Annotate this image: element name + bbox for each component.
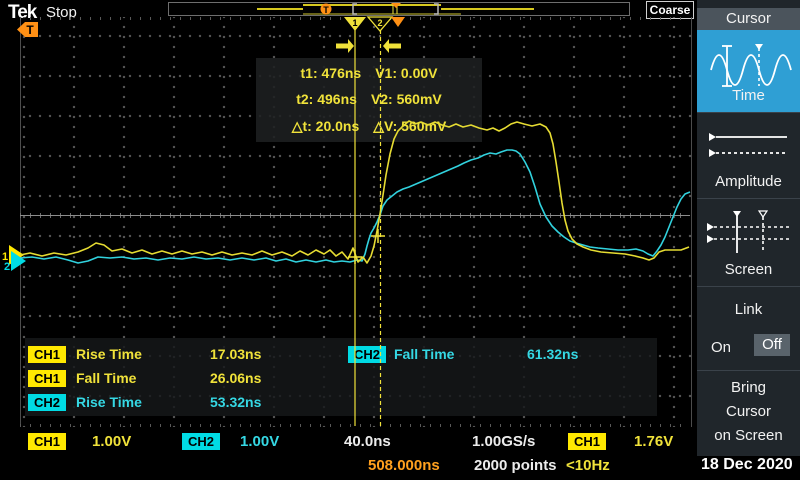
acquisition-status: Stop [46, 4, 77, 21]
record-view-bar: T [168, 2, 630, 16]
cursor2-time: t2: 496ns [296, 91, 357, 108]
measurement-label: Rise Time [76, 346, 142, 362]
ch2-badge[interactable]: CH2 [182, 433, 220, 450]
menu-item-label: Amplitude [715, 173, 782, 190]
timebase: 40.0ns [344, 433, 391, 450]
record-length: 2000 points [474, 457, 557, 474]
measurement-label: Fall Time [394, 346, 455, 362]
measurement-label: Fall Time [76, 370, 137, 386]
record-trigger-position-flag [391, 3, 401, 8]
ch1-badge[interactable]: CH1 [28, 433, 66, 450]
channel-badge: CH1 [28, 346, 66, 363]
menu-item-bring-cursor-on-screen[interactable]: Bring Cursor on Screen [697, 370, 800, 456]
measurement-row: CH2 Rise Time 53.32ns [28, 393, 261, 411]
bring-line-3: on Screen [714, 427, 783, 444]
measurement-panel: CH1 Rise Time 17.03ns CH1 Fall Time 26.0… [25, 338, 657, 416]
graticule-bottom-ticks [20, 424, 690, 427]
link-label: Link [734, 301, 763, 318]
trigger-source-badge: CH1 [568, 433, 606, 450]
graticule-center-line [20, 215, 690, 216]
menu-item-time[interactable]: Time [697, 30, 800, 112]
measurement-value: 61.32ns [527, 346, 579, 362]
cursor1-time: t1: 476ns [300, 65, 362, 82]
channel-badge: CH2 [348, 346, 386, 363]
menu-item-link: Link On Off [697, 286, 800, 370]
link-off-option[interactable]: Off [754, 334, 790, 356]
menu-item-screen[interactable]: Screen [697, 198, 800, 286]
svg-text:1: 1 [2, 251, 8, 263]
cursor2-voltage: V2: 560mV [370, 91, 442, 108]
cursor-readout-box: t1: 476ns V1: 0.00V t2: 496ns V2: 560mV △t… [256, 58, 482, 142]
menu-item-amplitude[interactable]: Amplitude [697, 112, 800, 198]
measurement-label: Rise Time [76, 394, 142, 410]
ch1-scale: 1.00V [92, 433, 132, 450]
trigger-level: 1.76V [634, 433, 674, 450]
trigger-frequency: <10Hz [566, 457, 610, 474]
measurement-row: CH2 Fall Time 61.32ns [348, 345, 578, 363]
cursor1-voltage: V1: 0.00V [375, 65, 438, 82]
bring-line-1: Bring [730, 379, 767, 396]
menu-title: Cursor [697, 8, 800, 30]
delta-voltage: △V: 560mV [373, 117, 447, 134]
status-bar: CH1 1.00V CH2 1.00V 40.0ns 1.00GS/s CH1 … [0, 428, 800, 480]
link-on-option[interactable]: On [711, 339, 732, 356]
measurement-row: CH1 Rise Time 17.03ns [28, 345, 261, 363]
horizontal-position: 508.000ns [368, 457, 440, 474]
time-cursors-icon [710, 44, 792, 87]
delta-time: △t: 20.0ns [291, 117, 360, 134]
sample-rate: 1.00GS/s [472, 433, 536, 450]
screen-cursors-icon [707, 210, 789, 253]
channel-badge: CH2 [28, 394, 66, 411]
window-bracket-left [352, 3, 357, 15]
graticule-top-ticks [20, 17, 690, 20]
side-menu: Cursor Time Amplitude [697, 0, 800, 456]
svg-text:2: 2 [4, 261, 10, 273]
measurement-value: 53.32ns [210, 394, 262, 410]
window-bracket-right [434, 3, 439, 15]
record-trigger-letter: T [323, 5, 329, 15]
date-display: 18 Dec 2020 [701, 456, 793, 473]
record-trigger-icon [320, 3, 332, 15]
amplitude-cursors-icon [709, 133, 787, 157]
bring-line-2: Cursor [725, 403, 771, 420]
menu-item-label: Screen [724, 261, 773, 278]
menu-item-label: Time [732, 87, 765, 104]
measurement-value: 26.06ns [210, 370, 262, 386]
measurement-value: 17.03ns [210, 346, 262, 362]
measurement-row: CH1 Fall Time 26.06ns [28, 369, 261, 387]
channel-badge: CH1 [28, 370, 66, 387]
ch2-scale: 1.00V [240, 433, 280, 450]
